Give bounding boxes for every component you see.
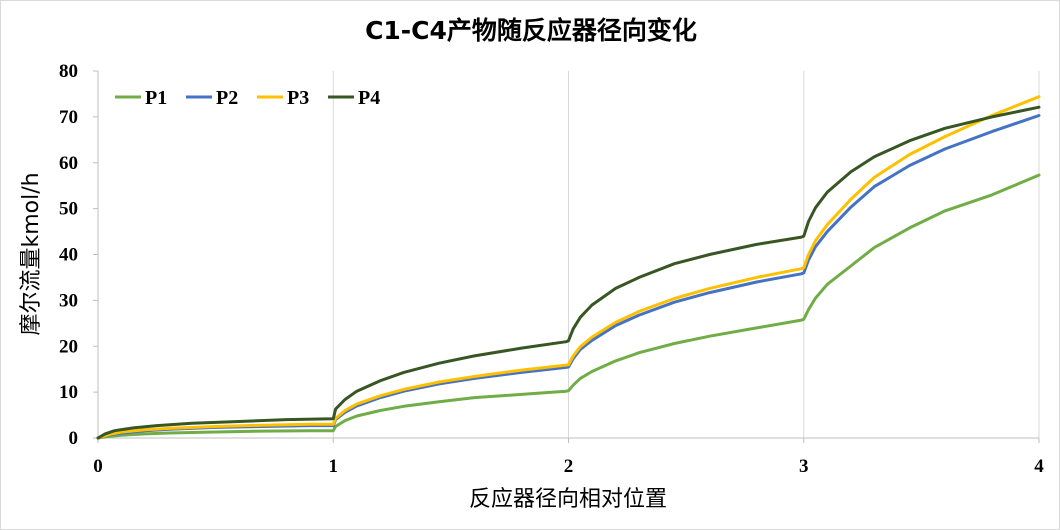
x-tick-label: 0 — [93, 456, 103, 477]
x-tick-label: 3 — [799, 456, 809, 477]
x-tick-label: 1 — [329, 456, 339, 477]
legend-label: P4 — [358, 87, 380, 109]
legend-label: P3 — [287, 87, 309, 109]
y-tick-label: 40 — [59, 245, 78, 266]
series-line-p1 — [96, 173, 1041, 440]
x-axis-title: 反应器径向相对位置 — [469, 487, 667, 512]
y-tick-label: 30 — [59, 290, 78, 311]
legend-item-p4: P4 — [328, 87, 380, 109]
series-line-p4 — [96, 105, 1041, 440]
chart-title: C1-C4产物随反应器径向变化 — [365, 16, 697, 45]
y-tick-label: 50 — [59, 199, 78, 220]
y-axis-title: 摩尔流量kmol/h — [19, 172, 44, 335]
y-tick-label: 80 — [59, 61, 78, 82]
series-line-p3 — [96, 95, 1041, 440]
y-tick-label: 10 — [59, 382, 78, 403]
series-layer — [96, 95, 1041, 440]
legend-item-p3: P3 — [257, 87, 309, 109]
grid-layer — [332, 71, 1040, 438]
y-tick-label: 70 — [59, 107, 78, 128]
legend-label: P2 — [216, 87, 238, 109]
legend: P1 P2 P3 P4 — [115, 87, 380, 109]
x-tick-label: 2 — [564, 456, 574, 477]
legend-item-p1: P1 — [115, 87, 167, 109]
legend-label: P1 — [145, 87, 167, 109]
y-tick-label: 60 — [59, 153, 78, 174]
y-tick-label: 20 — [59, 336, 78, 357]
legend-item-p2: P2 — [186, 87, 238, 109]
y-tick-label: 0 — [69, 428, 79, 449]
x-tick-label: 4 — [1034, 456, 1044, 477]
